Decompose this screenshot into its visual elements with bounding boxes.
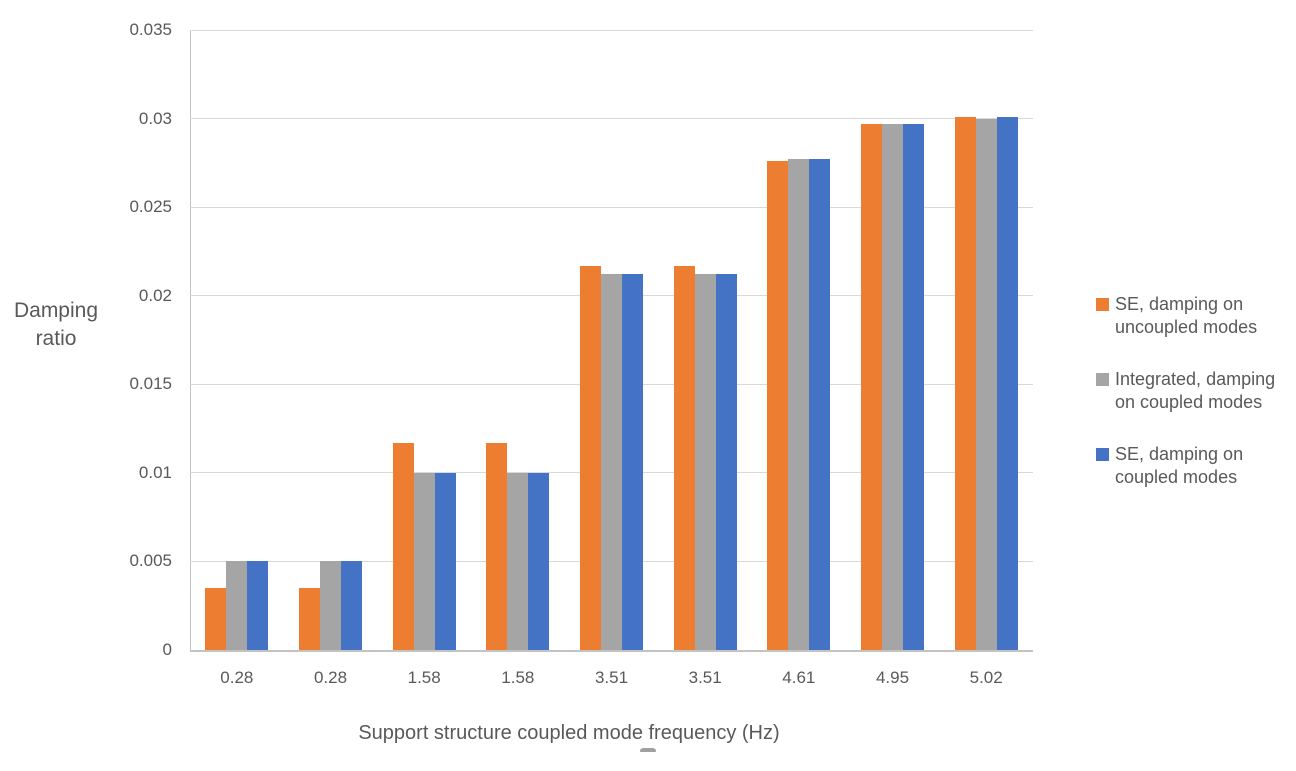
bar [954, 116, 976, 650]
bar [673, 265, 695, 650]
bar [996, 116, 1018, 650]
bar [903, 123, 924, 650]
bar [392, 442, 414, 650]
y-tick-label: 0.025 [129, 197, 172, 217]
y-tick-label: 0.02 [138, 285, 172, 305]
x-axis-line [190, 650, 1033, 652]
gridline [190, 118, 1033, 120]
legend-entry: SE, damping on coupled modes [1096, 443, 1294, 489]
bar [205, 588, 227, 650]
bar [247, 561, 269, 650]
bar [528, 472, 550, 650]
bar [226, 561, 248, 650]
legend-label: Integrated, damping on coupled modes [1115, 369, 1276, 412]
x-tick-label: 1.58 [407, 668, 441, 687]
bar [809, 159, 831, 650]
legend-swatch-orange-icon [1096, 298, 1109, 311]
x-axis-title: Support structure coupled mode frequency… [358, 722, 780, 744]
x-tick-label: 5.02 [969, 668, 1003, 687]
legend-label: SE, damping on coupled modes [1115, 444, 1244, 487]
bar [320, 561, 341, 650]
y-tick-label: 0.005 [129, 551, 172, 571]
bar [622, 274, 643, 650]
y-tick-label: 0 [162, 640, 172, 659]
legend-swatch-gray-icon [1096, 373, 1109, 386]
bar [715, 274, 737, 650]
bar [861, 123, 882, 650]
bar [975, 118, 997, 650]
x-tick-label: 4.95 [875, 668, 910, 687]
bar [434, 472, 456, 650]
legend-entry: SE, damping on uncoupled modes [1096, 293, 1294, 339]
bar [299, 588, 320, 650]
x-tick-label: 4.61 [782, 668, 816, 687]
y-axis-title-line1: Damping [13, 299, 99, 322]
y-axis-title: Damping ratio [8, 297, 104, 353]
y-tick-label: 0.015 [129, 374, 172, 394]
y-axis-title-line2: ratio [35, 327, 77, 350]
bar [486, 442, 508, 650]
y-axis-line [190, 30, 191, 651]
bar [767, 161, 789, 650]
legend: SE, damping on uncoupled modes Integrate… [1096, 293, 1294, 518]
legend-entry: Integrated, damping on coupled modes [1096, 368, 1294, 414]
x-tick-label: 3.51 [688, 668, 722, 687]
legend-swatch-blue-icon [1096, 448, 1109, 461]
bar [601, 274, 622, 650]
bar [694, 274, 716, 650]
bar [788, 159, 810, 650]
gridline [190, 206, 1033, 208]
bar [580, 265, 601, 650]
bar [507, 472, 529, 650]
x-tick-label: 0.28 [313, 668, 348, 687]
bar [341, 561, 362, 650]
x-tick-label: 0.28 [220, 668, 254, 687]
x-tick-label: 1.58 [501, 668, 535, 687]
gridline [190, 29, 1033, 31]
cropped-text-fragment [640, 748, 656, 752]
x-tick-label: 3.51 [594, 668, 629, 687]
bar [413, 472, 435, 650]
bar [882, 123, 903, 650]
y-tick-label: 0.03 [138, 108, 172, 128]
y-tick-label: 0.01 [138, 462, 172, 482]
legend-label: SE, damping on uncoupled modes [1115, 294, 1258, 337]
y-tick-label: 0.035 [129, 20, 172, 39]
